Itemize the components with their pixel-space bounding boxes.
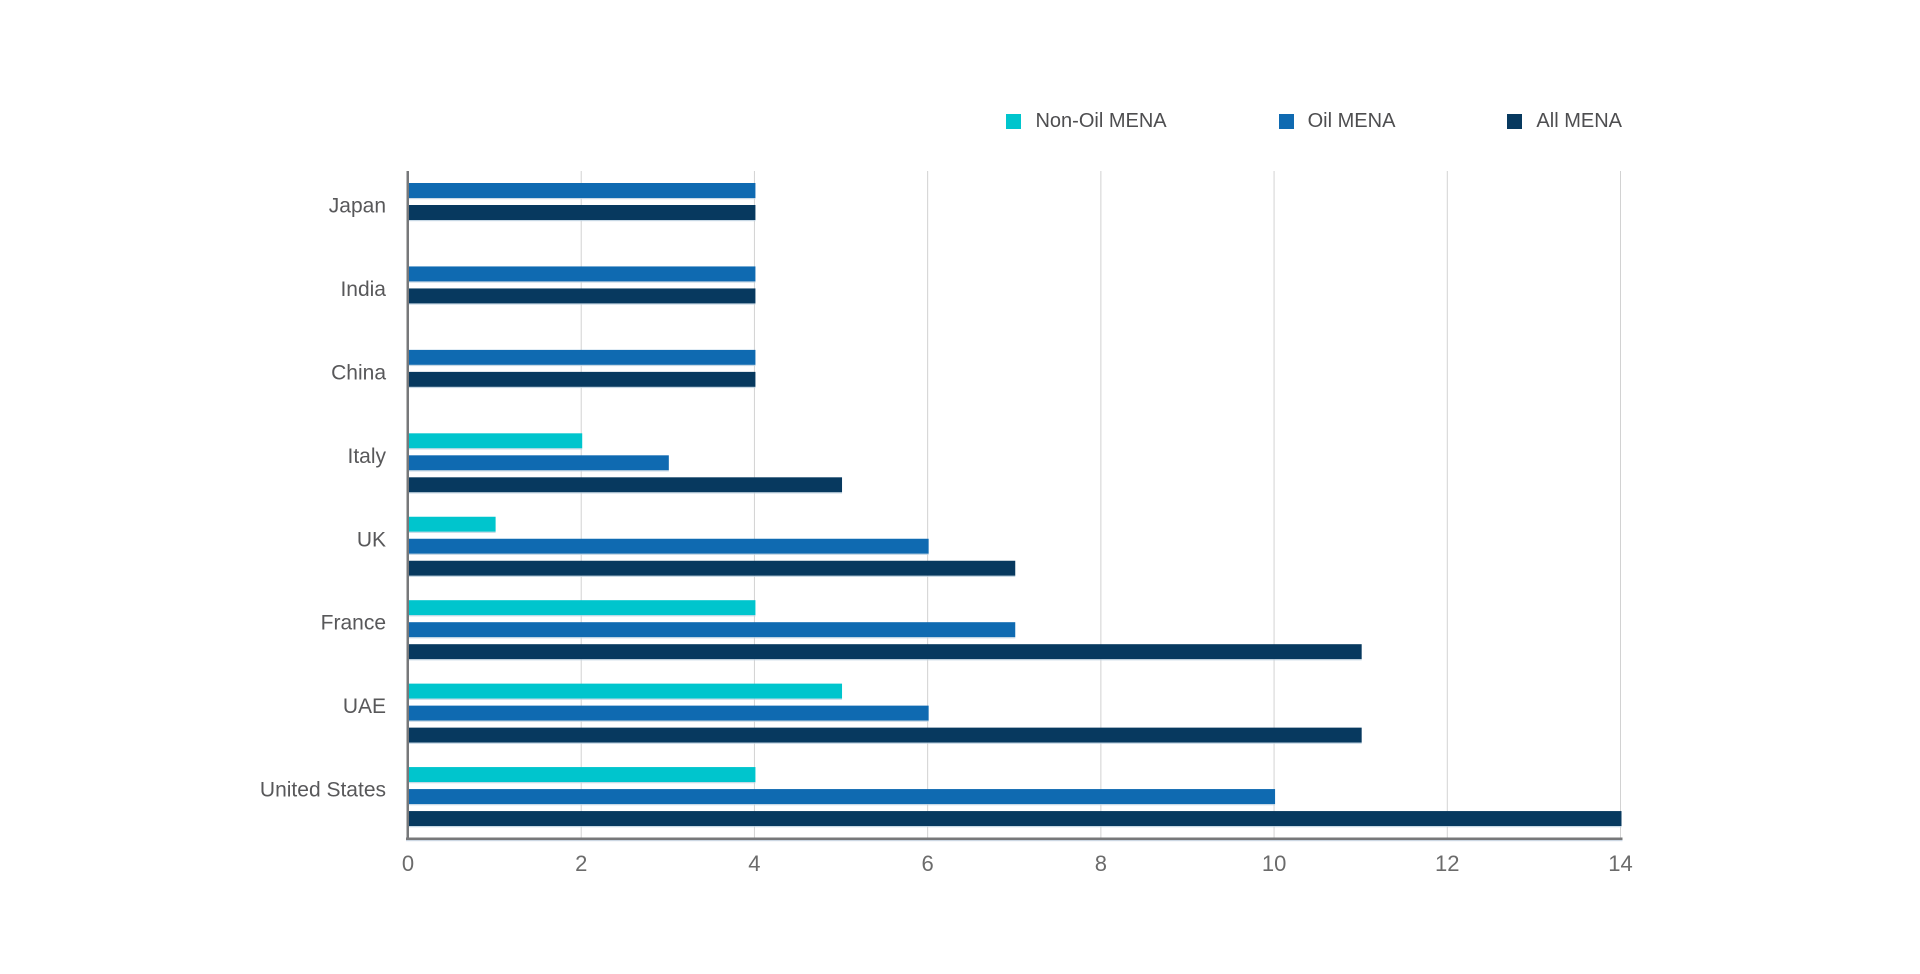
y-axis-line	[406, 171, 409, 840]
bar-uae-oil-mena[interactable]	[409, 705, 929, 721]
x-tick-label-2: 2	[575, 851, 587, 876]
legend-label-oil-mena: Oil MENA	[1307, 110, 1396, 132]
legend-item-all-mena[interactable]: All MENA	[1507, 110, 1622, 133]
bar-underline-france-all-mena	[409, 659, 1362, 661]
gridline-6	[927, 171, 929, 839]
legend-item-oil-mena[interactable]: Oil MENA	[1278, 110, 1396, 133]
gridline-4	[753, 171, 755, 839]
gridline-10	[1273, 171, 1275, 839]
bar-underline-italy-non-oil-mena	[409, 448, 583, 450]
bar-underline-uk-all-mena	[409, 575, 1016, 577]
x-tick-label-0: 0	[402, 851, 414, 876]
bar-underline-italy-all-mena	[409, 492, 843, 494]
bar-underline-china-all-mena	[409, 386, 756, 389]
legend-swatch-non-oil-mena-icon	[1006, 114, 1022, 129]
legend-swatch-all-mena-icon	[1507, 114, 1523, 129]
y-category-label-uae: UAE	[343, 695, 386, 718]
y-category-label-united-states: United States	[260, 779, 386, 802]
x-axis-line	[406, 837, 1623, 840]
legend: Non-Oil MENA Oil MENA All MENA	[1006, 110, 1622, 133]
bar-underline-uae-non-oil-mena	[409, 698, 843, 700]
bar-india-oil-mena[interactable]	[409, 266, 756, 282]
bar-underline-italy-oil-mena	[409, 470, 669, 472]
bar-france-all-mena[interactable]	[409, 644, 1362, 660]
bar-united-states-non-oil-mena[interactable]	[409, 767, 756, 783]
bar-underline-france-oil-mena	[409, 637, 1016, 639]
x-tick-label-4: 4	[748, 851, 760, 876]
bar-china-oil-mena[interactable]	[409, 349, 756, 365]
bar-united-states-oil-mena[interactable]	[409, 789, 1276, 805]
bar-underline-china-oil-mena	[409, 364, 756, 367]
x-tick-label-6: 6	[922, 851, 934, 876]
bar-underline-india-oil-mena	[409, 281, 756, 283]
y-category-label-italy: Italy	[347, 445, 386, 468]
bar-underline-uae-oil-mena	[409, 720, 929, 722]
bar-japan-all-mena[interactable]	[409, 205, 756, 220]
legend-label-non-oil-mena: Non-Oil MENA	[1035, 110, 1167, 132]
bar-underline-uk-oil-mena	[409, 553, 929, 555]
bar-underline-united-states-all-mena	[409, 826, 1622, 828]
y-category-label-uk: UK	[357, 528, 386, 551]
bar-france-non-oil-mena[interactable]	[409, 600, 756, 616]
x-axis-underline	[406, 840, 1623, 842]
gridline-14	[1620, 171, 1621, 839]
bar-underline-india-all-mena	[409, 303, 756, 305]
bar-uk-non-oil-mena[interactable]	[409, 516, 496, 532]
bar-france-oil-mena[interactable]	[409, 622, 1016, 638]
y-category-label-france: France	[321, 612, 386, 635]
bar-underline-united-states-non-oil-mena	[409, 782, 756, 784]
bar-italy-oil-mena[interactable]	[409, 455, 669, 471]
bar-uk-all-mena[interactable]	[409, 560, 1016, 576]
x-tick-label-14: 14	[1608, 851, 1632, 876]
bar-underline-uk-non-oil-mena	[409, 531, 496, 533]
bar-uae-non-oil-mena[interactable]	[409, 683, 843, 699]
bar-italy-non-oil-mena[interactable]	[409, 433, 583, 449]
bar-china-all-mena[interactable]	[409, 371, 756, 387]
y-category-label-japan: Japan	[329, 195, 386, 218]
bar-underline-japan-oil-mena	[409, 198, 756, 200]
legend-swatch-oil-mena-icon	[1278, 114, 1294, 129]
bar-underline-uae-all-mena	[409, 742, 1362, 744]
bar-underline-japan-all-mena	[409, 220, 756, 222]
gridline-8	[1100, 171, 1102, 839]
bar-uk-oil-mena[interactable]	[409, 538, 929, 554]
bar-underline-france-non-oil-mena	[409, 615, 756, 617]
x-tick-label-8: 8	[1095, 851, 1107, 876]
legend-label-all-mena: All MENA	[1536, 110, 1622, 132]
bar-underline-united-states-oil-mena	[409, 804, 1276, 806]
bar-japan-oil-mena[interactable]	[409, 183, 756, 198]
gridline-2	[580, 171, 582, 839]
gridline-12	[1446, 171, 1448, 839]
legend-item-non-oil-mena[interactable]: Non-Oil MENA	[1006, 110, 1167, 133]
y-category-label-india: India	[340, 278, 386, 301]
x-tick-label-10: 10	[1262, 851, 1286, 876]
bar-india-all-mena[interactable]	[409, 288, 756, 304]
x-tick-label-12: 12	[1435, 851, 1459, 876]
y-category-label-china: China	[331, 361, 386, 384]
bar-uae-all-mena[interactable]	[409, 727, 1362, 743]
bar-united-states-all-mena[interactable]	[409, 811, 1622, 827]
bar-italy-all-mena[interactable]	[409, 477, 843, 493]
